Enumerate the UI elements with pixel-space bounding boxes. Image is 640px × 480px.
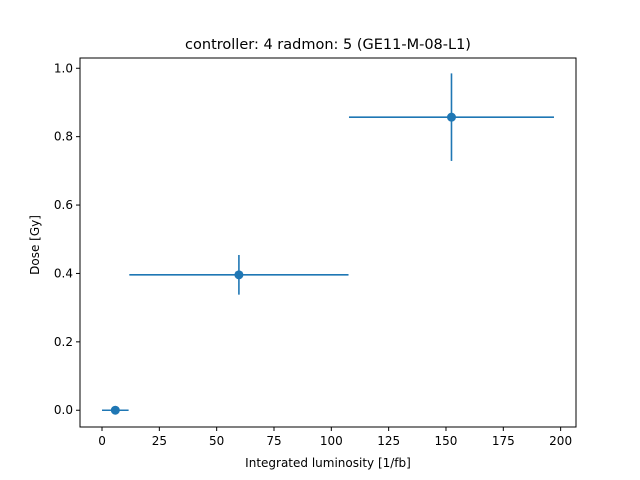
data-point [110, 405, 120, 415]
x-tick-label: 75 [266, 434, 281, 448]
y-tick-label: 0.4 [54, 266, 73, 280]
data-point [446, 112, 456, 122]
chart-title: controller: 4 radmon: 5 (GE11-M-08-L1) [185, 37, 471, 53]
y-tick-label: 0.8 [54, 130, 73, 144]
x-tick-label: 50 [209, 434, 224, 448]
plot-frame [79, 57, 577, 428]
x-tick-label: 25 [152, 434, 167, 448]
y-tick-label: 0.2 [54, 335, 73, 349]
y-tick-label: 0.0 [54, 403, 73, 417]
x-tick-label: 125 [377, 434, 400, 448]
y-axis-label: Dose [Gy] [28, 215, 42, 275]
x-tick-label: 175 [492, 434, 515, 448]
plot-area [80, 58, 576, 427]
y-tick-label: 0.6 [54, 198, 73, 212]
x-tick-label: 200 [549, 434, 572, 448]
x-tick-label: 0 [98, 434, 106, 448]
x-tick-label: 100 [320, 434, 343, 448]
x-axis-ticks: 0 25 50 75 100 125 150 175 200 [98, 427, 572, 448]
plot-background [80, 58, 576, 427]
x-tick-label: 150 [435, 434, 458, 448]
x-axis-label: Integrated luminosity [1/fb] [245, 456, 411, 470]
data-point [234, 270, 244, 280]
y-tick-label: 1.0 [54, 61, 73, 75]
y-axis-ticks: 0.0 0.2 0.4 0.6 0.8 1.0 [54, 61, 80, 417]
data-series [102, 73, 554, 415]
